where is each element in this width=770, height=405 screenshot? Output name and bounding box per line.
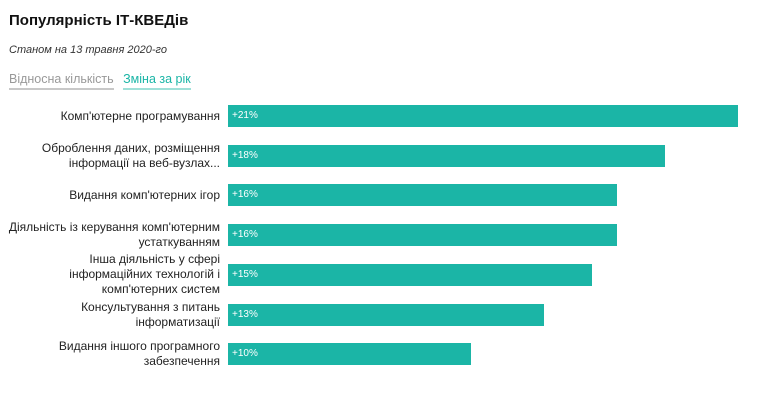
category-label: Інша діяльність у сфері інформаційних те…: [69, 252, 220, 297]
bar-value-label: +16%: [232, 229, 258, 241]
category-label: Видання комп'ютерних ігор: [69, 187, 220, 202]
category-label: Видання іншого програмного забезпечення: [58, 339, 220, 369]
tab-relative-count[interactable]: Відносна кількість: [9, 72, 114, 90]
bar[interactable]: [228, 343, 471, 366]
category-label: Консультування з питань інформатизації: [81, 299, 220, 329]
category-label: Діяльність із керування комп'ютерним уст…: [8, 220, 220, 250]
bar[interactable]: [228, 224, 617, 247]
bar-value-label: +13%: [232, 308, 258, 320]
bar[interactable]: [228, 105, 738, 127]
bar[interactable]: [228, 303, 544, 326]
bar[interactable]: [228, 263, 593, 286]
bar-value-label: +10%: [232, 348, 258, 360]
view-tabs: Відносна кількість Зміна за рік: [9, 72, 197, 90]
category-label: Комп'ютерне програмування: [60, 108, 220, 123]
bar-value-label: +16%: [232, 189, 258, 201]
bar-value-label: +18%: [232, 149, 258, 161]
bar[interactable]: [228, 144, 666, 167]
bar-value-label: +21%: [232, 110, 258, 121]
chart-title: Популярність ІТ-КВЕДів: [9, 12, 189, 29]
bar-value-label: +15%: [232, 268, 258, 280]
tab-yearly-change[interactable]: Зміна за рік: [123, 72, 191, 90]
chart-subtitle: Станом на 13 травня 2020-го: [9, 44, 167, 56]
category-label: Оброблення даних, розміщення інформації …: [41, 140, 220, 170]
bar[interactable]: [228, 184, 617, 207]
